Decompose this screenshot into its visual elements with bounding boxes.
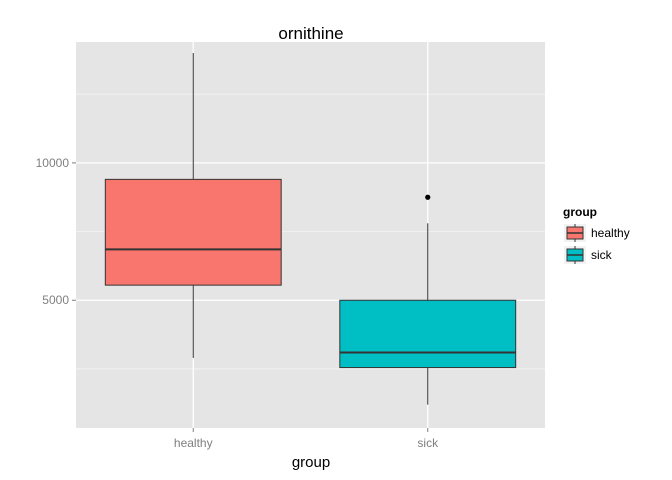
outlier-point bbox=[425, 194, 431, 200]
x-tick-label: healthy bbox=[174, 436, 213, 450]
legend-key-healthy bbox=[564, 224, 586, 242]
box-healthy bbox=[104, 52, 282, 358]
box-sick bbox=[339, 194, 517, 405]
legend-title: group bbox=[563, 205, 597, 219]
plot-panel bbox=[76, 42, 545, 428]
legend-label: healthy bbox=[591, 226, 630, 240]
legend-label: sick bbox=[591, 248, 613, 262]
legend-key-sick bbox=[564, 246, 586, 264]
box-iqr bbox=[339, 299, 517, 369]
y-tick-label: 5000 bbox=[42, 293, 69, 307]
x-tick-label: sick bbox=[417, 436, 439, 450]
axis-ticks: 5000 10000 healthy sick bbox=[36, 156, 439, 450]
chart-title: ornithine bbox=[278, 24, 343, 43]
legend: group healthy sick bbox=[563, 205, 630, 264]
x-axis-title: group bbox=[292, 454, 330, 471]
y-tick-label: 10000 bbox=[36, 156, 70, 170]
box-iqr bbox=[104, 178, 282, 286]
